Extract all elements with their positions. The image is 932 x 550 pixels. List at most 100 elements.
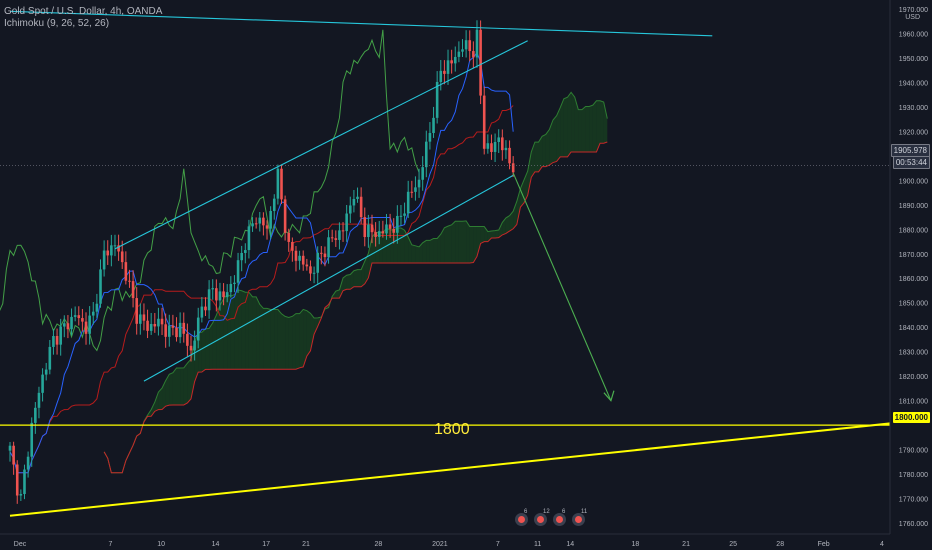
chart-legend: Gold Spot / U.S. Dollar, 4h, OANDA Ichim… [4, 6, 162, 30]
candle-body [254, 223, 258, 225]
candle-body [457, 51, 461, 57]
cloud-segment [473, 226, 477, 263]
event-icon[interactable]: 12 [534, 509, 550, 526]
symbol-title: Gold Spot / U.S. Dollar, 4h, OANDA [4, 6, 163, 17]
candle-body [164, 324, 167, 337]
price-tick-label: 1970.000 [899, 7, 928, 14]
cloud-segment [274, 309, 278, 370]
cloud-segment [400, 227, 405, 264]
candle-body [182, 322, 186, 334]
candle-body [486, 143, 490, 149]
cloud-segment [267, 308, 271, 370]
candle-body [348, 205, 352, 214]
event-icon[interactable]: 11 [572, 509, 587, 526]
cloud-segment [466, 220, 470, 264]
time-tick-label: 7 [496, 541, 500, 548]
tenkan-line [9, 51, 514, 474]
candle-body [178, 322, 182, 338]
candle-body [280, 168, 283, 200]
candle-body [450, 60, 453, 64]
cloud-segment [379, 232, 383, 264]
time-tick-label: 4 [880, 541, 884, 548]
candle-body [359, 196, 363, 218]
candle-body [70, 316, 73, 330]
time-tick-label: 17 [262, 541, 270, 548]
candle-body [106, 250, 110, 256]
cloud-segment [476, 226, 481, 257]
cloud-segment [241, 290, 246, 370]
candle-body [244, 250, 247, 253]
candle-body [117, 245, 120, 252]
candles [8, 20, 515, 504]
level-1800-tag: 1800.000 [892, 412, 930, 423]
candle-body [377, 231, 381, 237]
cloud-segment [288, 316, 293, 370]
candle-body [225, 292, 229, 298]
candle-body [417, 179, 421, 188]
candle-body [316, 252, 319, 273]
event-icon[interactable]: 6 [553, 509, 566, 526]
cloud-segment [205, 328, 210, 370]
cloud-segment [571, 92, 575, 152]
cloud-segment [176, 367, 181, 406]
cloud-segment [165, 374, 170, 407]
cloud-segment [563, 97, 568, 157]
cloud-segment [484, 226, 488, 242]
cloud-segment [252, 296, 257, 370]
cloud-segment [158, 388, 163, 410]
candle-body [421, 167, 424, 180]
candle-body [120, 251, 124, 263]
cloud-segment [227, 294, 231, 370]
price-tick-label: 1880.000 [899, 227, 928, 234]
candle-body [475, 29, 479, 58]
candle-body [200, 306, 204, 318]
cloud-segment [426, 240, 430, 264]
cloud-segment [245, 292, 249, 370]
candle-body [139, 314, 142, 324]
cloud-segment [444, 226, 449, 264]
candle-body [153, 323, 157, 327]
forecast-arrow-line [512, 172, 612, 401]
price-tick-label: 1780.000 [899, 472, 928, 479]
candle-body [30, 422, 34, 457]
price-tick-label: 1930.000 [899, 105, 928, 112]
cloud-segment [462, 220, 467, 264]
candle-body [425, 141, 428, 168]
candle-body [385, 224, 388, 234]
cloud-segment [553, 115, 557, 163]
cloud-segment [589, 105, 593, 152]
cloud-segment [542, 134, 546, 167]
chikou-span [0, 29, 420, 352]
cloud-segment [223, 294, 228, 370]
cloud-segment [448, 224, 452, 264]
cloud-segment [390, 229, 394, 264]
price-tick-label: 1830.000 [899, 350, 928, 357]
candle-body [84, 321, 88, 334]
cloud-segment [545, 129, 550, 167]
candle-body [265, 225, 269, 229]
candle-body [414, 187, 417, 192]
candle-body [110, 245, 113, 256]
candle-body [247, 226, 251, 251]
candle-body [399, 215, 403, 217]
cloud-segment [343, 275, 347, 291]
event-icon[interactable]: 6 [515, 509, 528, 526]
candle-body [410, 191, 414, 193]
cloud-segment [299, 309, 304, 368]
cloud-segment [513, 201, 517, 229]
cloud-segment [219, 298, 224, 370]
candle-body [204, 306, 207, 311]
candle-body [305, 264, 309, 267]
cloud-segment [469, 226, 474, 264]
cloud-segment [285, 316, 289, 370]
cloud-segment [534, 142, 539, 172]
candle-body [276, 168, 280, 199]
candle-body [99, 269, 102, 304]
cloud-segment [292, 313, 296, 370]
cloud-segment [393, 227, 398, 264]
time-tick-label: Dec [14, 541, 27, 548]
indicator-title: Ichimoku (9, 26, 52, 26) [4, 18, 110, 29]
candle-body [207, 289, 211, 311]
candle-body [370, 224, 374, 233]
